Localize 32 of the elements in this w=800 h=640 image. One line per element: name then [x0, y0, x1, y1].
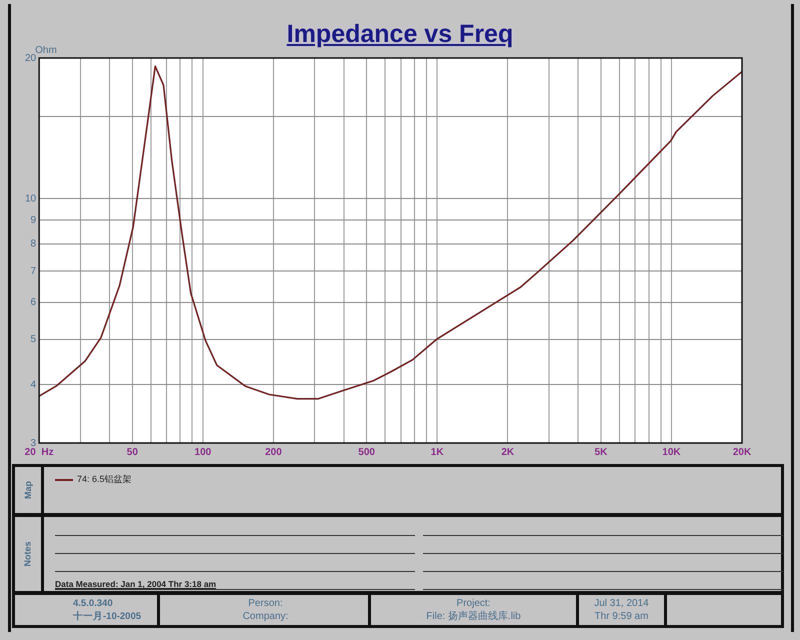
- y-tick-label: 5: [30, 334, 37, 346]
- x-tick-label: 20K: [732, 446, 752, 458]
- y-tick-label: 4: [30, 379, 37, 390]
- text: Thr 9:59 am: [594, 610, 650, 623]
- x-tick-label: 1K: [430, 446, 444, 458]
- text: Company:: [242, 610, 290, 623]
- text: Project:: [456, 597, 492, 610]
- y-tick-label: 20: [25, 52, 37, 64]
- x-tick-label: 20 Hz: [24, 446, 54, 458]
- text: Data Measured: Jan 1, 2004 Thr 3:18 am: [55, 579, 216, 589]
- text: Person:: [247, 597, 284, 610]
- text: File: 扬声器曲线库.lib: [425, 610, 522, 623]
- text: 十一月-10-2005: [73, 610, 142, 623]
- x-tick-label: 2K: [501, 446, 515, 458]
- x-tick-label: 5K: [594, 446, 608, 458]
- y-tick-label: 3: [30, 438, 37, 449]
- y-tick-label: 10: [25, 193, 37, 204]
- y-tick-label: 6: [30, 297, 37, 308]
- x-tick-label: 500: [358, 446, 376, 458]
- text: 4.5.0.340: [73, 597, 113, 610]
- chart-title: Impedance vs Freq: [286, 20, 514, 48]
- y-tick-label: 7: [30, 266, 37, 277]
- x-tick-label: 10K: [662, 446, 682, 458]
- x-tick-label: 100: [194, 446, 212, 458]
- x-tick-label: 50: [126, 446, 138, 458]
- text: Jul 31, 2014: [593, 597, 650, 610]
- x-tick-label: 200: [265, 446, 282, 458]
- legend-label: 74: 6.5铝盆架: [77, 473, 132, 486]
- y-tick-label: 8: [30, 238, 37, 250]
- y-tick-label: 9: [30, 214, 37, 226]
- text: Notes: [22, 541, 33, 567]
- text: Map: [23, 481, 33, 499]
